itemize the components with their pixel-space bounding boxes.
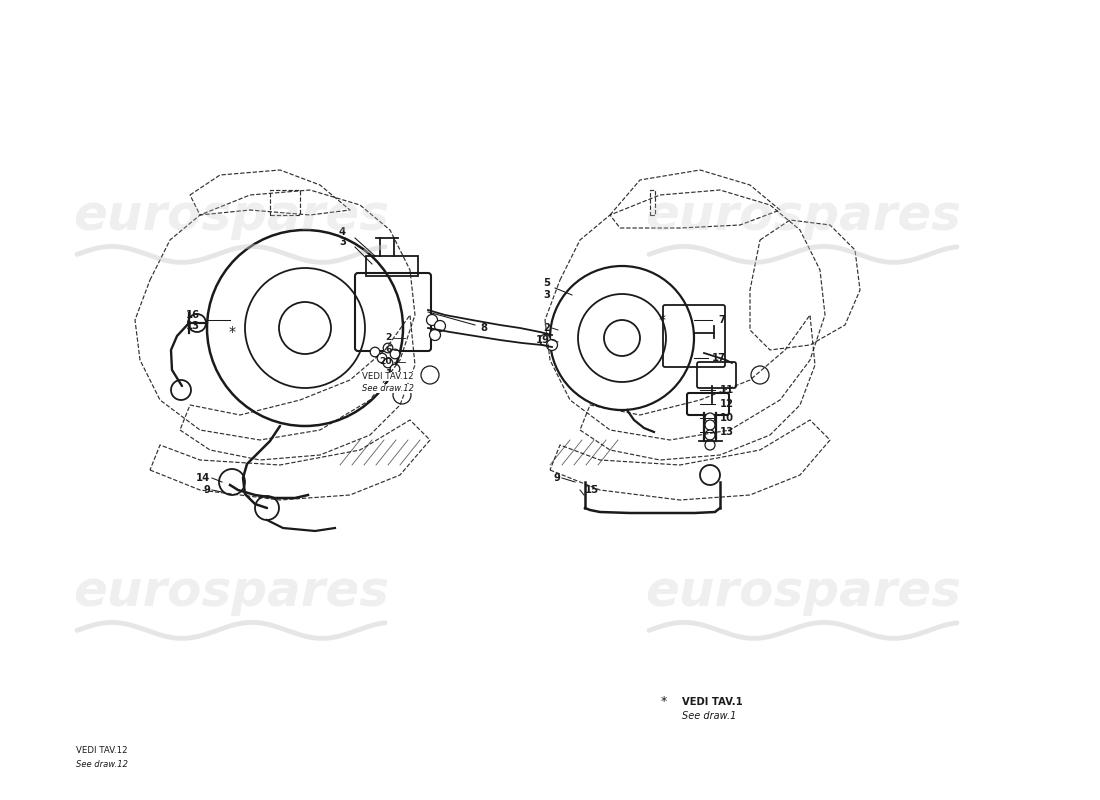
Circle shape [539,334,550,346]
Text: See draw.12: See draw.12 [76,760,128,769]
Text: eurospares: eurospares [645,192,961,240]
Text: 10: 10 [720,413,734,423]
Text: 2: 2 [386,334,392,342]
Circle shape [377,354,387,363]
Text: eurospares: eurospares [73,192,389,240]
Text: 3: 3 [339,237,346,247]
Text: 20: 20 [379,358,392,366]
Circle shape [390,349,399,358]
Text: 1: 1 [385,370,392,378]
Text: 9: 9 [553,473,560,483]
Text: 13: 13 [720,427,734,437]
Text: 11: 11 [720,385,735,395]
Text: 15: 15 [585,485,600,495]
Text: *: * [661,695,667,709]
Text: *: * [659,313,666,327]
Text: eurospares: eurospares [73,568,389,616]
Text: 12: 12 [720,399,734,409]
Text: See draw.12: See draw.12 [362,384,414,393]
Text: *: * [229,325,235,339]
Text: 6: 6 [385,346,392,354]
Text: VEDI TAV.12: VEDI TAV.12 [362,372,414,381]
Circle shape [371,347,380,357]
Text: See draw.1: See draw.1 [682,711,736,721]
Circle shape [434,321,446,331]
Circle shape [383,358,393,368]
Circle shape [429,330,440,341]
Text: 8: 8 [480,323,487,333]
Text: 14: 14 [196,473,210,483]
Text: 19: 19 [536,335,550,345]
Text: 7: 7 [718,315,725,325]
Circle shape [705,440,715,450]
Text: 17: 17 [712,353,726,363]
Text: 2: 2 [543,323,550,333]
Text: 3: 3 [543,290,550,300]
Circle shape [705,413,715,423]
Circle shape [390,364,399,374]
Text: 4: 4 [339,227,346,237]
Text: 9: 9 [204,485,210,495]
Circle shape [705,420,715,430]
Text: 13: 13 [186,321,200,331]
Text: VEDI TAV.1: VEDI TAV.1 [682,697,742,707]
Circle shape [383,343,393,353]
Text: 16: 16 [186,310,200,320]
Text: eurospares: eurospares [645,568,961,616]
Circle shape [427,314,438,326]
Circle shape [547,339,558,350]
Text: 5: 5 [543,278,550,288]
Circle shape [705,430,715,440]
Text: VEDI TAV.12: VEDI TAV.12 [76,746,128,755]
